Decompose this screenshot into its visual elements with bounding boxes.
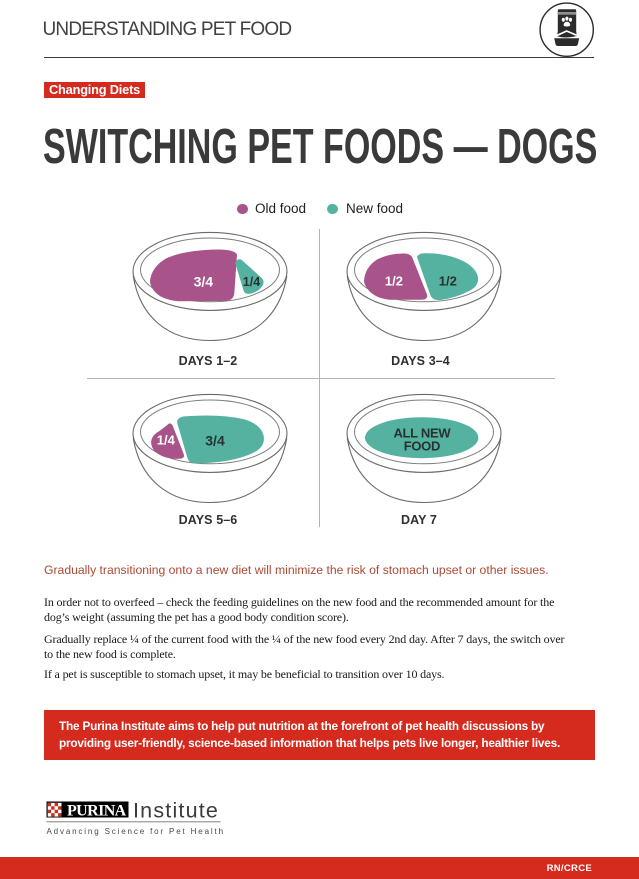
svg-text:PURINA: PURINA <box>67 803 127 820</box>
svg-text:1/4: 1/4 <box>157 433 176 448</box>
svg-text:1/4: 1/4 <box>243 275 260 289</box>
svg-text:3/4: 3/4 <box>194 274 214 290</box>
svg-text:ALL NEW: ALL NEW <box>393 425 451 440</box>
svg-text:3/4: 3/4 <box>205 433 225 449</box>
svg-text:1/2: 1/2 <box>385 274 403 289</box>
svg-text:Advancing Science for Pet Heal: Advancing Science for Pet Health <box>47 827 225 836</box>
svg-text:FOOD: FOOD <box>404 439 440 454</box>
svg-text:Institute: Institute <box>133 799 219 822</box>
svg-text:1/2: 1/2 <box>439 274 457 289</box>
